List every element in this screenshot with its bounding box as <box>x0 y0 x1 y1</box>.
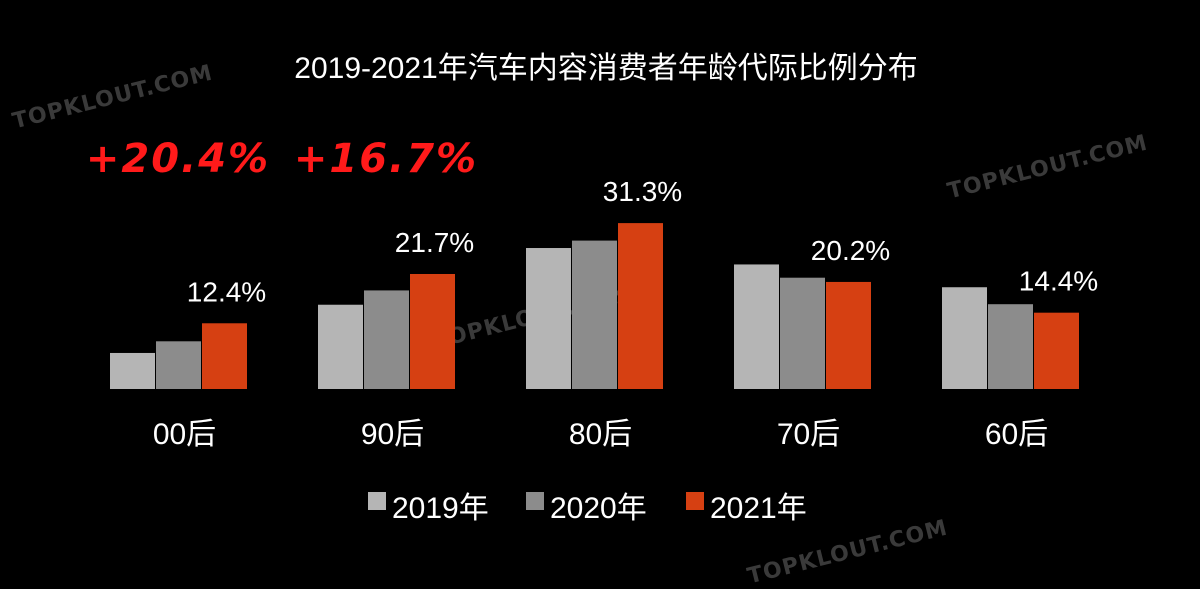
legend-label: 2019年 <box>392 492 489 525</box>
data-label: 21.7% <box>395 227 474 258</box>
bar-1-0 <box>318 304 363 389</box>
bar-1-1 <box>364 290 409 389</box>
data-label: 12.4% <box>187 276 266 307</box>
bar-4-0 <box>942 287 987 389</box>
legend-swatch <box>368 492 386 510</box>
category-label: 90后 <box>361 418 424 451</box>
bar-3-0 <box>734 264 779 389</box>
bar-3-2 <box>826 281 871 389</box>
bar-0-2 <box>202 323 247 389</box>
bar-4-1 <box>988 304 1033 389</box>
bar-2-1 <box>572 240 617 389</box>
data-label: 20.2% <box>811 235 890 266</box>
chart-title: 2019-2021年汽车内容消费者年龄代际比例分布 <box>294 52 917 85</box>
bar-1-2 <box>410 273 455 389</box>
legend-swatch <box>526 492 544 510</box>
labels-layer: 12.4% 00后 21.7% 90后 31.3% 80后 20.2% 70后 14.4% 60后… <box>86 136 1098 451</box>
bar-2-2 <box>618 223 663 389</box>
bar-0-0 <box>110 352 155 389</box>
bar-4-2 <box>1034 312 1079 389</box>
legend: 2019年 2020年 2021年 <box>368 492 807 525</box>
category-label: 80后 <box>569 418 632 451</box>
category-label: 00后 <box>153 418 216 451</box>
growth-annotation: +16.7% <box>294 136 478 182</box>
data-label: 31.3% <box>603 176 682 207</box>
bar-3-1 <box>780 277 825 389</box>
data-label: 14.4% <box>1019 266 1098 297</box>
legend-label: 2020年 <box>550 492 647 525</box>
growth-annotation: +20.4% <box>86 136 270 182</box>
category-label: 60后 <box>985 418 1048 451</box>
bars-layer <box>110 223 1079 389</box>
legend-swatch <box>686 492 704 510</box>
legend-label: 2021年 <box>710 492 807 525</box>
bar-2-0 <box>526 248 571 389</box>
category-label: 70后 <box>777 418 840 451</box>
bar-0-1 <box>156 341 201 389</box>
